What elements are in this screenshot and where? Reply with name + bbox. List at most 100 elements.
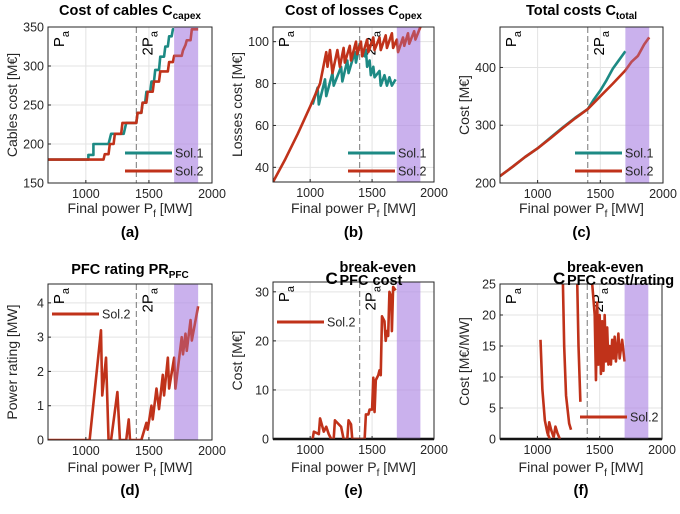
series-line-sol2[interactable] [546,420,555,438]
chart-title-main: C [326,269,338,288]
x-axis-label: Final power Pf [MW] [68,459,193,479]
legend-label-sol2[interactable]: Sol.2 [102,308,131,322]
y-axis-label: Cost [M€] [229,331,245,391]
series-line-sol2[interactable] [561,284,573,431]
x-axis-label: Final power Pf [MW] [291,459,416,479]
legend-label-sol1[interactable]: Sol.1 [175,147,204,161]
x-tick-label: 1500 [358,186,386,200]
x-tick-label: 1000 [523,443,551,457]
legend-label-sol2[interactable]: Sol.2 [625,165,654,179]
marker-label-main: P [503,294,520,304]
y-tick-label: 0 [489,433,496,447]
chart-title-sub: opex [399,11,423,22]
legend-label-sol2[interactable]: Sol.2 [398,165,427,179]
shaded-region [624,284,649,439]
chart-title-main: Cost of cables C [59,3,173,19]
x-axis-label-sub: f [605,209,608,220]
marker-label-sub: a [285,30,297,37]
marker-label-2pa: 2Pa [139,287,160,312]
chart-title-sub: capex [173,11,202,22]
x-axis-label-unit: [MW] [379,200,416,216]
series-line-sol2[interactable] [575,284,582,402]
series-line-sol2[interactable] [552,425,562,439]
shaded-region [174,284,199,440]
chart-title-main: C [553,269,565,288]
x-tick-label: 2000 [420,186,448,200]
series-line-sol2[interactable] [311,285,397,439]
y-tick-label: 25 [482,278,496,292]
y-tick-label: 250 [23,99,44,113]
y-tick-label: 4 [37,296,44,310]
x-tick-label: 2000 [198,187,226,201]
axes-box [47,283,213,441]
chart-title-main: Cost of losses C [285,3,399,19]
x-tick-label: 1000 [72,444,100,458]
y-tick-label: 40 [255,161,269,175]
x-tick-label: 1000 [296,443,324,457]
chart-title-main: PFC rating PR [71,262,169,278]
chart-title-main: Total costs C [526,3,616,19]
marker-label-main: P [276,37,293,47]
panel-letter: (e) [344,482,362,499]
series-line-sol2[interactable] [273,27,422,182]
marker-label-main: P [503,37,520,47]
shaded-region-overlay [624,284,649,439]
x-axis-label-unit: [MW] [607,200,644,216]
x-axis-label-sub: f [604,468,607,479]
x-tick-label: 2000 [649,187,677,201]
marker-label-sub: a [285,285,297,292]
chart-title-sup: break-even [567,260,644,276]
x-axis-label-main: Final power P [68,200,154,216]
y-tick-label: 100 [248,35,269,49]
marker-label-pa: Pa [276,30,297,47]
y-axis-label: Power rating [MW] [4,304,20,419]
marker-label-main: 2P [363,292,380,310]
y-tick-label: 2 [37,365,44,379]
x-tick-label: 1000 [296,186,324,200]
marker-label-main: 2P [139,37,156,55]
marker-label-main: 2P [591,37,608,55]
chart-title: C [553,269,565,288]
series-line-sol2[interactable] [48,28,199,161]
y-axis-label: Cost [M€/MW] [456,317,472,406]
marker-label-sub: a [148,30,160,37]
marker-label-2pa: 2Pa [591,30,612,55]
legend-label-sol2[interactable]: Sol.2 [630,411,659,425]
chart-title-sub: PFC cost [340,273,403,289]
x-axis-label-main: Final power P [519,200,605,216]
axes-box [272,26,435,183]
legend-label-sol1[interactable]: Sol.1 [398,147,427,161]
shaded-region [174,27,199,183]
y-axis-label: Cables cost [M€] [4,53,20,157]
marker-label-sub: a [60,287,72,294]
y-tick-label: 15 [482,340,496,354]
axes-box [499,26,664,184]
series-line-sol2[interactable] [48,306,200,440]
series-line-sol2[interactable] [590,284,626,382]
chart-title: PFC rating PRPFC [71,262,188,281]
x-tick-label: 1500 [586,443,614,457]
marker-label-pa: Pa [503,287,524,304]
y-tick-label: 10 [482,371,496,385]
shaded-region [396,282,421,439]
x-axis-label: Final power Pf [MW] [519,459,644,479]
x-axis-label: Final power Pf [MW] [68,200,193,220]
marker-label-sub: a [599,287,611,294]
marker-label-pa: Pa [276,285,297,302]
y-tick-label: 350 [23,21,44,35]
y-tick-label: 5 [489,402,496,416]
marker-label-pa: Pa [503,30,524,47]
series-line-sol2[interactable] [500,36,651,178]
legend-label-sol2[interactable]: Sol.2 [327,316,356,330]
shaded-region-overlay [174,27,199,183]
chart-title: C [326,269,338,288]
x-axis-label-sub: f [153,209,156,220]
legend-label-sol2[interactable]: Sol.2 [175,165,204,179]
marker-label-main: 2P [139,294,156,312]
x-tick-label: 1000 [72,187,100,201]
marker-label-main: P [276,292,293,302]
y-tick-label: 0 [262,433,269,447]
legend-label-sol1[interactable]: Sol.1 [625,147,654,161]
